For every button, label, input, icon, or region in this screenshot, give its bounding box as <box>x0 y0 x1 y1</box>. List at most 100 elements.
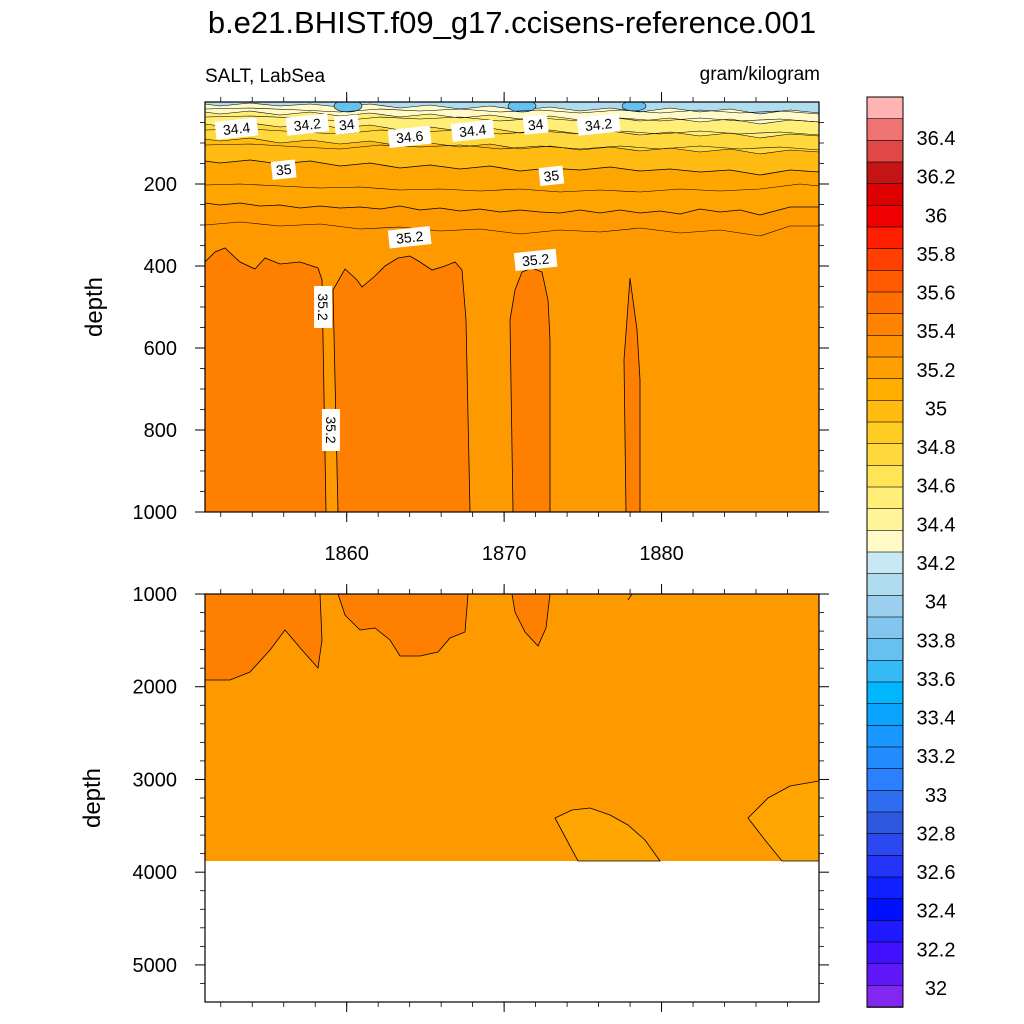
colorbar-swatch <box>866 768 904 792</box>
contour-label-text: 34 <box>527 116 544 134</box>
contour-label-bg <box>538 165 565 187</box>
colorbar-label: 33.2 <box>917 746 956 768</box>
fill-34p9-right <box>747 780 819 862</box>
colorbar-swatch <box>866 443 904 467</box>
figure-title: b.e21.BHIST.f09_g17.ccisens-reference.00… <box>208 5 816 40</box>
contour-label-text: 35.2 <box>323 416 339 443</box>
contour-label-bg <box>270 159 297 180</box>
contour-label: 34.4 <box>450 119 495 142</box>
contour-label: 34 <box>522 114 549 135</box>
upper-y-tick-label: 1000 <box>133 502 178 524</box>
colorbar-label: 35.2 <box>917 360 956 382</box>
colorbar-swatch <box>866 573 904 597</box>
colorbar-swatch <box>866 465 904 488</box>
colorbar-swatch <box>866 595 904 618</box>
contour-label-text: 35 <box>275 161 292 179</box>
colorbar-swatch <box>866 183 904 207</box>
contour-label-text: 34.2 <box>584 115 613 134</box>
fill-35p1-left <box>205 594 323 681</box>
colorbar-label: 34.2 <box>917 553 956 575</box>
colorbar-label: 34 <box>925 592 947 614</box>
colorbar-swatch <box>866 140 904 163</box>
contour-label-text: 35.2 <box>315 293 331 320</box>
contour-label: 35.2 <box>387 226 432 249</box>
upper-y-axis: 200 400 600 800 1000 <box>133 122 829 524</box>
colorbar-swatch <box>866 985 904 1008</box>
colorbar-label: 33.6 <box>917 669 956 691</box>
colorbar-swatch <box>866 400 904 423</box>
colorbar-swatch <box>866 876 904 900</box>
colorbar: 36.4 36.2 36 35.8 35.6 35.4 35.2 35 34.8 34.6 34.4… <box>866 96 956 1008</box>
upper-x-tick-label: 1860 <box>324 543 369 565</box>
fresh-patch-1871 <box>507 102 537 113</box>
colorbar-label: 32.4 <box>917 901 956 923</box>
contour-label-bg <box>314 286 333 328</box>
contour-label: 34.6 <box>387 125 432 148</box>
colorbar-swatch <box>866 551 904 575</box>
colorbar-swatch <box>866 486 904 510</box>
colorbar-label: 32.6 <box>917 862 956 884</box>
colorbar-swatch <box>866 356 904 380</box>
colorbar-swatch <box>866 291 904 315</box>
colorbar-swatch <box>866 226 904 250</box>
lower-y-axis: 1000 2000 3000 4000 5000 <box>133 584 829 984</box>
variable-label: SALT, LabSea <box>205 66 326 87</box>
colorbar-swatch <box>866 855 904 878</box>
lower-y-tick-label: 2000 <box>133 677 178 699</box>
fill-35p2-center <box>332 255 471 512</box>
colorbar-label: 34.4 <box>917 514 956 536</box>
colorbar-label: 35 <box>925 398 947 420</box>
contour-label-text: 35.2 <box>395 228 424 247</box>
colorbar-swatch <box>866 833 904 857</box>
lower-panel: 1000 2000 3000 4000 5000 depth <box>79 584 829 1012</box>
upper-x-tick-label: 1870 <box>482 543 527 565</box>
colorbar-label: 33 <box>925 785 947 807</box>
fill-35p1-1870 <box>511 594 551 647</box>
contour-label: 35 <box>270 159 297 180</box>
colorbar-swatch <box>866 421 904 445</box>
upper-x-axis: 1860 1870 1880 <box>220 92 788 565</box>
contour-label-bg <box>387 125 432 148</box>
colorbar-swatch <box>866 508 904 532</box>
upper-y-tick-label: 600 <box>144 338 177 360</box>
contour-label-bg <box>285 113 330 136</box>
colorbar-label: 35.4 <box>917 321 956 343</box>
contour-label-text: 34.6 <box>395 127 424 146</box>
colorbar-swatch <box>866 725 904 748</box>
colorbar-label: 35.8 <box>917 244 956 266</box>
fill-35p2-1870 <box>509 267 551 512</box>
contour-label: 34.2 <box>285 113 330 136</box>
upper-contour-labels: 34.4 34.2 34 34.6 34.4 34 34.2 35 35 35.2 35.2 35.2… <box>214 113 621 451</box>
colorbar-swatch <box>866 638 904 662</box>
fill-35p2-left <box>205 247 327 512</box>
contour-label-text: 34.4 <box>222 119 251 138</box>
contour-label-text: 34.4 <box>458 121 487 140</box>
contour-label-text: 35 <box>543 167 560 185</box>
colorbar-swatch <box>866 746 904 770</box>
colorbar-swatch <box>866 681 904 705</box>
lower-y-tick-label: 1000 <box>133 584 178 606</box>
lower-y-tick-label: 5000 <box>133 955 178 977</box>
colorbar-swatch <box>866 313 904 337</box>
contour-label: 35.2 <box>321 409 340 451</box>
colorbar-swatch <box>866 811 904 835</box>
upper-x-tick-label: 1880 <box>639 543 684 565</box>
contour-label: 34.4 <box>214 117 259 140</box>
colorbar-label: 36.2 <box>917 167 956 189</box>
contour-label: 35 <box>538 165 565 187</box>
colorbar-label: 33.8 <box>917 630 956 652</box>
contour-label: 35.2 <box>314 286 333 328</box>
upper-y-tick-label: 200 <box>144 174 177 196</box>
fill-34p9-center <box>554 807 661 862</box>
lower-y-tick-label: 3000 <box>133 769 178 791</box>
colorbar-swatch <box>866 790 904 813</box>
colorbar-swatch <box>866 660 904 683</box>
colorbar-swatch <box>866 205 904 228</box>
contour-label-bg <box>576 113 621 136</box>
units-label: gram/kilogram <box>700 64 820 85</box>
colorbar-frame <box>866 96 904 1008</box>
contour-label-bg <box>333 114 360 135</box>
contour-label-bg <box>214 117 259 140</box>
colorbar-swatch <box>866 920 904 943</box>
contour-label-text: 34 <box>338 116 355 134</box>
